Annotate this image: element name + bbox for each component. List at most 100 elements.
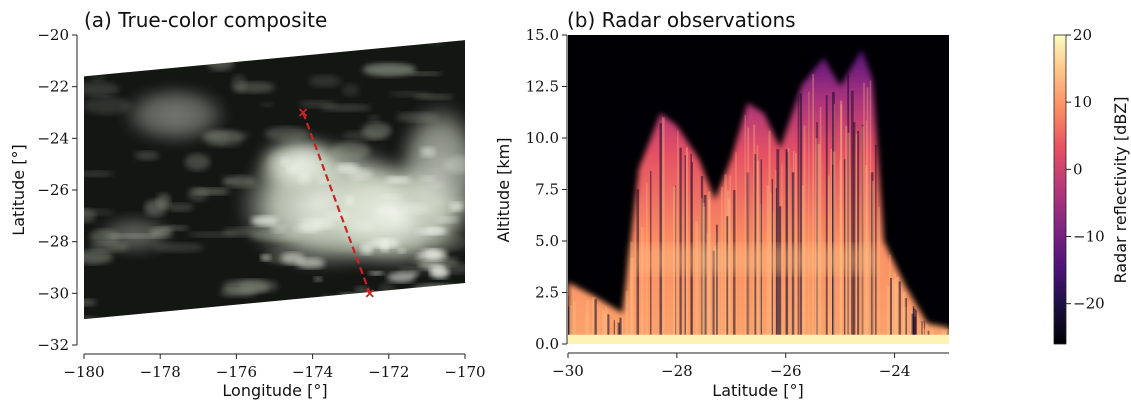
- cloud-patch: [84, 96, 132, 115]
- cloud-patch: [364, 64, 417, 76]
- cloud-patch: [438, 309, 453, 315]
- y-tick-label: 0.0: [535, 335, 559, 353]
- cloud-patch: [385, 176, 411, 184]
- cloud-patch: [385, 315, 440, 320]
- cloud-patch: [341, 308, 389, 316]
- y-tick-label: 12.5: [526, 78, 559, 96]
- panel-b: (b) Radar observations −30 −28 −26 −24 0.0 2…: [494, 8, 949, 400]
- cloud-patch: [206, 54, 234, 71]
- panel-b-y-ticks: 0.0 2.5 5.0 7.5 10.0 12.5 15.0: [526, 26, 567, 353]
- cloud-patch: [312, 218, 335, 230]
- y-tick-label: −20: [37, 26, 69, 44]
- cloud-patch: [376, 206, 398, 215]
- cloud-patch: [286, 165, 298, 173]
- cloud-patch: [260, 102, 275, 107]
- cloud-mass: [95, 215, 175, 255]
- cloud-patch: [367, 114, 381, 123]
- cloud-patch: [342, 83, 360, 97]
- cloud-patch: [187, 187, 209, 202]
- cloud-mass: [120, 85, 230, 145]
- panel-a-y-label: Latitude [°]: [9, 144, 28, 235]
- cloud-field: [84, 40, 465, 320]
- cloud-patch: [144, 199, 167, 217]
- cloud-patch: [397, 248, 406, 254]
- cloud-patch: [84, 81, 120, 97]
- colorbar: 20 10 0 −10 −20 Radar reflectivity [dBZ]: [1053, 26, 1130, 345]
- cloud-patch: [318, 176, 329, 185]
- colorbar-tick-label: 10: [1073, 93, 1092, 111]
- cloud-patch: [409, 283, 461, 301]
- cloud-patch: [380, 239, 390, 252]
- cloud-patch: [84, 298, 97, 306]
- panel-a-title: (a) True-color composite: [84, 8, 327, 32]
- cloud-patch: [387, 271, 416, 283]
- cloud-mass: [255, 135, 345, 195]
- y-tick-label: 2.5: [535, 284, 559, 302]
- panel-a: (a) True-color composite −180 −178 −176 −17…: [9, 8, 486, 400]
- y-tick-label: −32: [37, 336, 69, 354]
- cloud-patch: [222, 178, 241, 184]
- cloud-patch: [250, 215, 279, 226]
- x-tick-label: −172: [368, 363, 409, 381]
- y-tick-label: 15.0: [526, 26, 559, 44]
- cloud-patch: [371, 294, 424, 308]
- x-tick-label: −170: [444, 363, 485, 381]
- cloud-patch: [134, 151, 160, 161]
- cloud-patch: [378, 194, 402, 199]
- panel-b-title: (b) Radar observations: [567, 8, 796, 32]
- x-tick-label: −180: [63, 363, 104, 381]
- cloud-patch: [84, 170, 114, 177]
- cloud-patch: [338, 306, 375, 319]
- colorbar-ticks: 20 10 0 −10 −20: [1066, 26, 1105, 313]
- reflectivity-plumes: [568, 49, 949, 344]
- cloud-patch: [184, 153, 210, 171]
- y-tick-label: −28: [37, 233, 69, 251]
- cloud-patch: [280, 252, 305, 265]
- x-tick-label: −178: [140, 363, 181, 381]
- cloud-patch: [402, 203, 432, 215]
- radar-image: [568, 35, 949, 344]
- cloud-patch: [298, 100, 337, 108]
- x-tick-label: −28: [661, 362, 693, 380]
- colorbar-tick-label: −10: [1073, 228, 1105, 246]
- track-endpoint-marker: [298, 108, 308, 117]
- y-tick-label: −30: [37, 284, 69, 302]
- x-tick-label: −30: [552, 362, 584, 380]
- cloud-patch: [259, 318, 275, 320]
- cloud-patch: [425, 40, 444, 46]
- y-tick-label: −26: [37, 181, 69, 199]
- cloud-patch: [84, 209, 115, 216]
- x-tick-label: −176: [216, 363, 257, 381]
- surface-band: [568, 334, 949, 344]
- panel-b-x-label: Latitude [°]: [712, 381, 803, 400]
- panel-a-x-label: Longitude [°]: [222, 381, 327, 400]
- colorbar-gradient: [1053, 34, 1067, 345]
- surface-clutter: [568, 334, 949, 344]
- cloud-patch: [260, 254, 272, 261]
- cloud-patch: [344, 195, 354, 206]
- y-tick-label: 7.5: [535, 181, 559, 199]
- satellite-track: [298, 108, 374, 298]
- cloud-patch: [361, 122, 392, 140]
- cloud-patch: [407, 71, 442, 76]
- cloud-patch: [426, 249, 440, 259]
- cloud-patch: [350, 220, 376, 232]
- cloud-patch: [320, 294, 334, 312]
- cloud-patch: [308, 74, 341, 88]
- x-tick-label: −26: [770, 362, 802, 380]
- cloud-patch: [174, 314, 231, 320]
- colorbar-label: Radar reflectivity [dBZ]: [1111, 96, 1130, 283]
- cloud-patch: [84, 40, 101, 45]
- cloud-patch: [420, 175, 436, 181]
- cloud-patch: [449, 202, 464, 212]
- cloud-patch: [338, 292, 358, 300]
- track-line: [302, 112, 371, 294]
- cloud-patch: [165, 202, 194, 212]
- x-tick-label: −24: [879, 362, 911, 380]
- y-tick-label: −24: [37, 129, 69, 147]
- cloud-patch: [415, 283, 465, 292]
- y-tick-label: −22: [37, 78, 69, 96]
- cloud-patch: [280, 157, 290, 167]
- x-tick-label: −174: [292, 363, 333, 381]
